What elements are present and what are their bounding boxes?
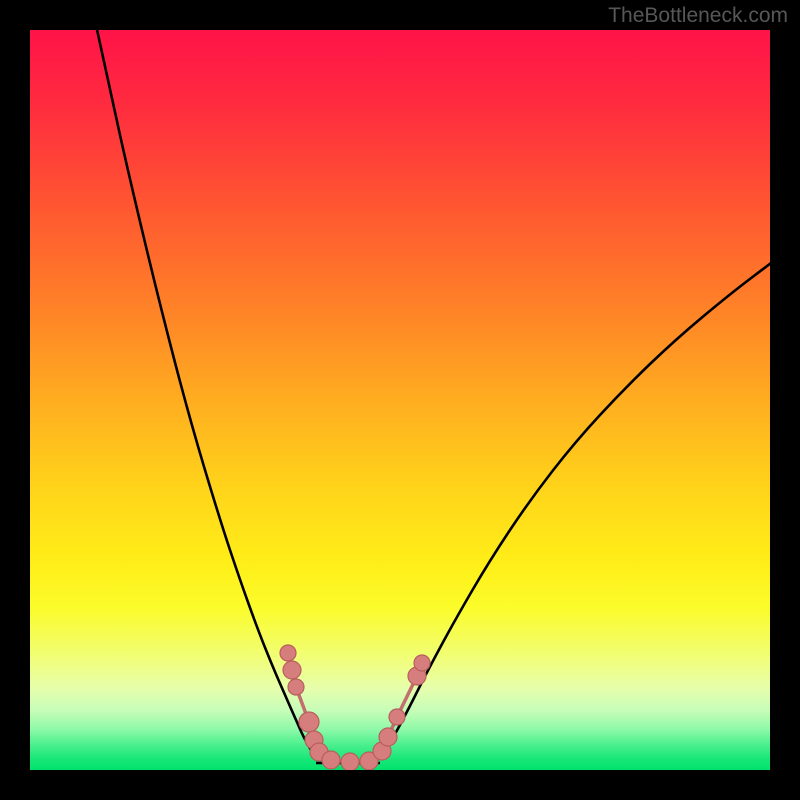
curve-right-branch <box>380 260 770 758</box>
chart-svg-layer <box>30 30 770 770</box>
chart-plot-area <box>30 30 770 770</box>
marker-node <box>288 679 304 695</box>
marker-node <box>283 661 301 679</box>
marker-node <box>322 751 340 769</box>
marker-node <box>280 645 296 661</box>
watermark-text: TheBottleneck.com <box>608 4 788 28</box>
marker-node <box>414 655 430 671</box>
marker-node <box>341 753 359 770</box>
marker-node <box>389 709 405 725</box>
marker-node <box>299 712 319 732</box>
marker-node <box>379 728 397 746</box>
